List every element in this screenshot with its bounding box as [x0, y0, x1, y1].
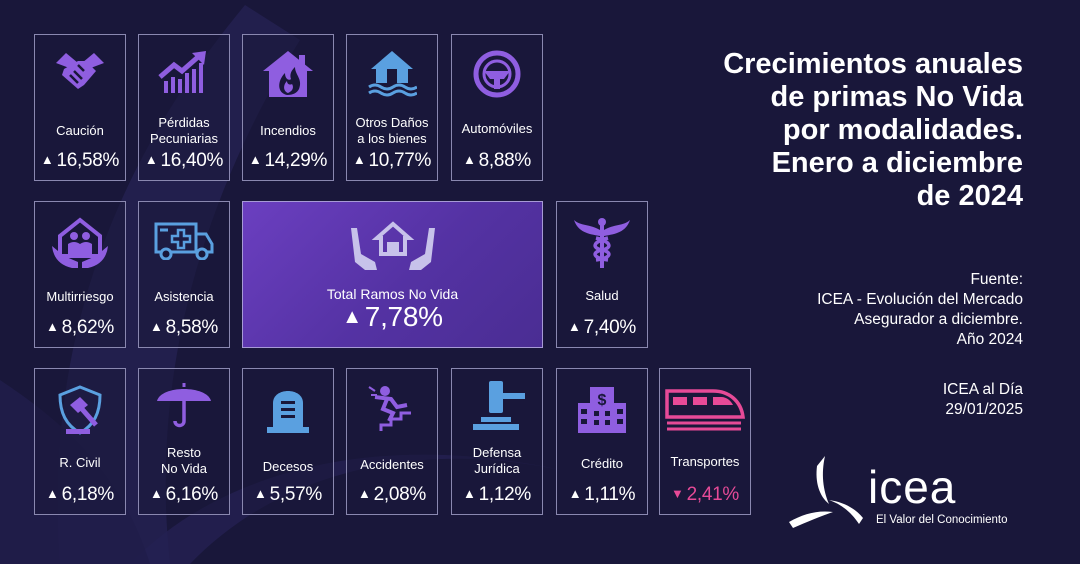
- tile-r-civil: R. Civil ▲ 6,18%: [34, 368, 126, 515]
- tile-label: Automóviles: [461, 121, 533, 136]
- tile-perdidas-pecuniarias: Pérdidas Pecuniarias ▲ 16,40%: [138, 34, 230, 181]
- falling-person-icon: [368, 386, 411, 431]
- family-house-icon: [52, 217, 108, 268]
- tile-multirriesgo: Multirriesgo ▲ 8,62%: [34, 201, 126, 348]
- tile-total-ramos-no-vida: Total Ramos No Vida ▲ 7,78%: [242, 201, 543, 348]
- tile-label: Crédito: [581, 456, 623, 471]
- tile-resto-no-vida: Resto No Vida ▲ 6,16%: [138, 368, 230, 515]
- logo-wordmark: icea: [868, 461, 957, 513]
- publication-date: ICEA al Día 29/01/2025: [942, 381, 1023, 418]
- tile-otros-danos: Otros Daños a los bienes ▲ 10,77%: [346, 34, 438, 181]
- tile-value: ▲ 8,58%: [150, 317, 218, 338]
- tile-value: ▲ 5,57%: [254, 484, 322, 505]
- tile-label: Asistencia: [154, 289, 214, 304]
- tile-label: Accidentes: [360, 457, 424, 472]
- source-note: Fuente: ICEA - Evolución del Mercado Ase…: [817, 271, 1023, 348]
- tile-value: ▼ 2,41%: [671, 484, 739, 505]
- handshake-icon: [56, 53, 104, 89]
- tile-asistencia: Asistencia ▲ 8,58%: [138, 201, 230, 348]
- tile-transportes: Transportes ▼ 2,41%: [659, 368, 751, 515]
- tile-label: Salud: [585, 288, 619, 303]
- steering-wheel-icon: [473, 50, 521, 98]
- tile-label: Otros Daños a los bienes: [355, 115, 429, 146]
- logo-tagline: El Valor del Conocimiento: [876, 514, 1008, 526]
- tile-value: ▲ 6,16%: [150, 484, 218, 505]
- tile-value: ▲ 10,77%: [352, 150, 432, 171]
- tile-value: ▲ 8,62%: [46, 317, 114, 338]
- umbrella-icon: [157, 383, 211, 428]
- tile-decesos: Decesos ▲ 5,57%: [242, 368, 334, 515]
- tile-label: Resto No Vida: [160, 445, 207, 476]
- tile-label: Pérdidas Pecuniarias: [150, 115, 218, 146]
- bank-building-icon: $: [578, 387, 626, 433]
- tile-caucion: Caución ▲ 16,58%: [34, 34, 126, 181]
- tile-value: ▲ 2,08%: [358, 484, 426, 505]
- caduceus-icon: [574, 218, 630, 268]
- tile-value: ▲ 7,78%: [342, 301, 443, 332]
- tile-label: R. Civil: [59, 455, 101, 470]
- hands-house-icon: [350, 221, 435, 270]
- tile-value: ▲ 16,40%: [144, 150, 224, 171]
- tile-value: ▲ 1,11%: [568, 484, 636, 505]
- svg-text:$: $: [598, 392, 607, 409]
- icea-logo-icon: [789, 456, 863, 528]
- house-fire-icon: [263, 51, 313, 97]
- tile-value: ▲ 8,88%: [463, 150, 531, 171]
- tile-defensa-juridica: Defensa Jurídica ▲ 1,12%: [451, 368, 543, 515]
- tile-credito: $ Crédito ▲ 1,11%: [556, 368, 648, 515]
- shield-gavel-icon: [58, 385, 102, 435]
- tile-salud: Salud ▲ 7,40%: [556, 201, 648, 348]
- tile-incendios: Incendios ▲ 14,29%: [242, 34, 334, 181]
- tile-label: Defensa Jurídica: [472, 445, 522, 476]
- train-icon: [665, 389, 745, 431]
- page-title: Crecimientos anuales de primas No Vida p…: [723, 48, 1023, 212]
- ambulance-icon: [154, 222, 214, 260]
- tile-value: ▲ 6,18%: [46, 484, 114, 505]
- tile-value: ▲ 7,40%: [568, 317, 636, 338]
- flooded-house-icon: [368, 51, 417, 97]
- tile-label: Transportes: [670, 454, 740, 469]
- tile-label: Caución: [56, 123, 104, 138]
- tile-label: Decesos: [262, 459, 314, 474]
- tile-label: Total Ramos No Vida: [326, 286, 459, 302]
- tile-value: ▲ 14,29%: [248, 150, 328, 171]
- tile-value: ▲ 1,12%: [463, 484, 531, 505]
- tombstone-icon: [267, 391, 309, 433]
- tile-label: Incendios: [260, 123, 316, 138]
- growth-chart-icon: [158, 51, 206, 93]
- tile-accidentes: Accidentes ▲ 2,08%: [346, 368, 438, 515]
- tile-automoviles: Automóviles ▲ 8,88%: [451, 34, 543, 181]
- gavel-icon: [473, 381, 525, 430]
- tile-label: Multirriesgo: [46, 289, 114, 304]
- tile-value: ▲ 16,58%: [40, 150, 120, 171]
